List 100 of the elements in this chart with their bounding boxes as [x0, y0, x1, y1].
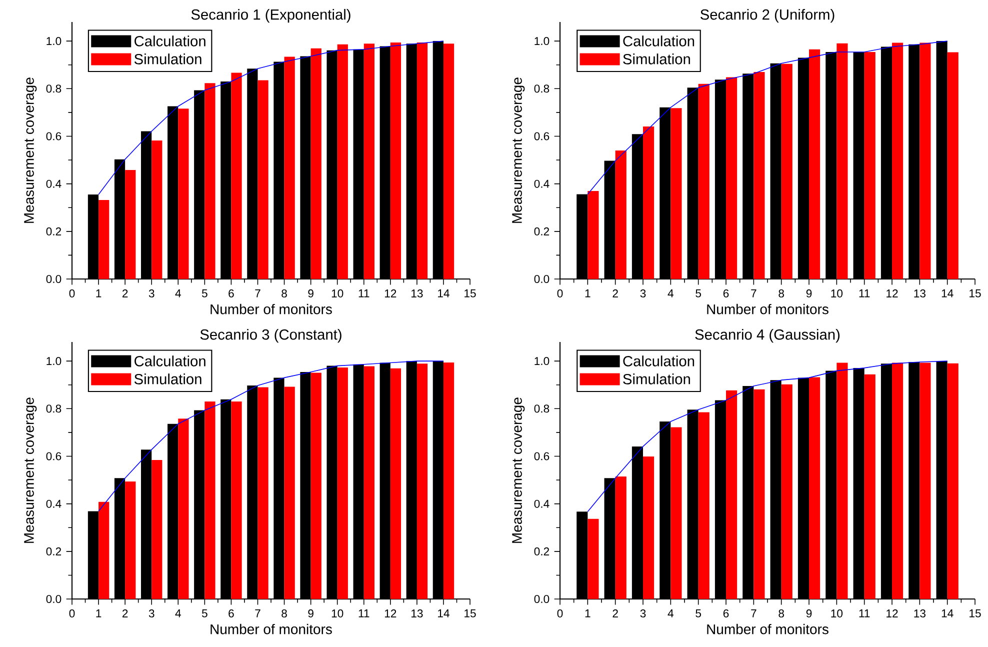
bar	[643, 126, 654, 280]
x-tick-label: 5	[696, 609, 702, 618]
bar	[337, 44, 348, 280]
y-tick-label: 0.4	[46, 500, 62, 508]
y-tick-label: 0.4	[534, 180, 550, 188]
x-tick-label: 4	[175, 609, 181, 618]
bar	[152, 460, 162, 600]
x-tick-label: 1	[585, 289, 590, 298]
bar	[125, 170, 136, 280]
bar	[698, 412, 710, 600]
x-tick-label: 8	[282, 289, 287, 298]
y-tick-label: 0.2	[534, 227, 550, 236]
bar	[416, 364, 428, 600]
y-axis-title: Measurement coverage	[24, 78, 37, 223]
bar	[390, 368, 402, 600]
x-tick-label: 14	[942, 289, 954, 298]
bar	[204, 402, 216, 600]
y-tick-label: 0.0	[46, 275, 62, 284]
legend-label: Simulation	[623, 374, 690, 384]
x-tick-label: 2	[612, 609, 618, 618]
x-tick-label: 11	[358, 609, 370, 618]
bar	[98, 200, 110, 280]
x-tick-label: 4	[668, 609, 674, 618]
bar	[443, 362, 454, 600]
bar	[947, 363, 958, 600]
bar	[643, 456, 654, 600]
y-tick-label: 0.2	[46, 227, 62, 236]
bar	[284, 386, 295, 600]
x-tick-label: 4	[668, 289, 674, 298]
bar	[178, 108, 189, 280]
x-tick-label: 11	[859, 609, 870, 618]
bar	[864, 374, 876, 600]
y-tick-label: 0.8	[46, 84, 62, 93]
x-tick-label: 14	[438, 289, 450, 298]
x-tick-label: 1	[585, 609, 590, 618]
legend-label: Simulation	[134, 374, 202, 384]
x-tick-label: 10	[332, 609, 344, 618]
bar	[364, 366, 374, 600]
x-tick-label: 0	[69, 609, 75, 618]
bar	[416, 42, 428, 280]
bar	[152, 140, 162, 280]
x-tick-label: 5	[696, 289, 702, 298]
bar	[231, 402, 242, 600]
chart-title: Secanrio 4 (Gaussian)	[695, 328, 840, 343]
x-tick-label: 6	[228, 609, 234, 618]
x-tick-label: 7	[751, 289, 756, 298]
x-tick-label: 15	[970, 609, 981, 618]
x-tick-label: 0	[69, 289, 75, 298]
bar	[284, 56, 295, 280]
x-tick-label: 11	[859, 289, 870, 298]
x-tick-label: 9	[308, 289, 314, 298]
x-tick-label: 3	[148, 289, 154, 298]
x-tick-label: 10	[332, 289, 344, 298]
x-tick-label: 15	[464, 289, 476, 298]
y-tick-label: 0.2	[534, 547, 550, 556]
bar	[231, 72, 242, 280]
x-tick-label: 11	[358, 289, 370, 298]
x-tick-label: 5	[202, 609, 208, 618]
x-tick-label: 3	[640, 609, 646, 618]
x-tick-label: 3	[148, 609, 154, 618]
x-tick-label: 8	[778, 289, 784, 298]
x-tick-label: 3	[640, 289, 646, 298]
x-tick-label: 10	[831, 609, 843, 618]
bar	[615, 476, 626, 600]
bar	[809, 49, 820, 280]
bar	[443, 44, 454, 280]
bar	[726, 77, 738, 280]
y-tick-label: 0.8	[534, 404, 550, 413]
bar	[698, 84, 710, 280]
x-tick-label: 4	[175, 289, 181, 298]
y-tick-label: 0.8	[534, 84, 550, 93]
x-tick-label: 15	[464, 609, 476, 618]
x-tick-label: 0	[557, 609, 563, 618]
bar	[864, 52, 876, 280]
y-tick-label: 0.0	[534, 595, 550, 604]
x-tick-label: 12	[384, 609, 396, 618]
y-tick-label: 1.0	[46, 37, 62, 46]
x-tick-label: 14	[942, 609, 954, 618]
y-tick-label: 0.4	[46, 180, 62, 188]
y-tick-label: 0.4	[534, 500, 550, 508]
bar	[390, 42, 402, 280]
y-axis-title: Measurement coverage	[24, 398, 37, 543]
x-tick-label: 15	[970, 289, 981, 298]
x-axis-title: Number of monitors	[210, 304, 332, 314]
bar	[364, 44, 374, 280]
bar	[781, 64, 792, 280]
x-tick-label: 5	[202, 289, 208, 298]
bar	[588, 518, 599, 600]
bar	[258, 80, 268, 280]
x-tick-label: 2	[612, 289, 618, 298]
bar	[892, 42, 904, 280]
legend-label: Simulation	[134, 54, 202, 64]
bar	[98, 502, 110, 600]
bar	[754, 72, 765, 280]
y-axis-title: Measurement coverage	[512, 78, 525, 223]
x-tick-label: 13	[914, 609, 926, 618]
bar	[920, 362, 931, 600]
bar	[947, 52, 958, 280]
bar	[754, 389, 765, 600]
y-tick-label: 1.0	[534, 37, 550, 46]
